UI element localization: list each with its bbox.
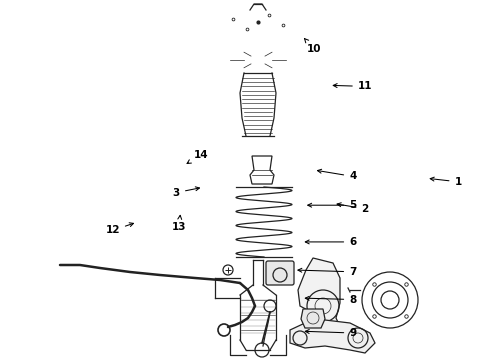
Polygon shape <box>298 258 343 340</box>
Polygon shape <box>290 320 375 353</box>
Text: 12: 12 <box>105 223 133 235</box>
Text: 7: 7 <box>298 267 357 277</box>
Text: 3: 3 <box>173 187 199 198</box>
Text: 10: 10 <box>304 39 321 54</box>
Polygon shape <box>301 309 325 328</box>
Text: 8: 8 <box>305 294 356 305</box>
Text: 14: 14 <box>187 150 208 163</box>
Text: 5: 5 <box>308 200 356 210</box>
Polygon shape <box>250 156 274 184</box>
Text: 13: 13 <box>172 215 186 232</box>
Text: 11: 11 <box>333 81 372 91</box>
Text: 9: 9 <box>305 328 356 338</box>
Text: 1: 1 <box>430 177 462 187</box>
Text: 4: 4 <box>318 169 357 181</box>
Text: 2: 2 <box>337 203 368 214</box>
Text: 6: 6 <box>305 237 356 247</box>
FancyBboxPatch shape <box>266 261 294 285</box>
